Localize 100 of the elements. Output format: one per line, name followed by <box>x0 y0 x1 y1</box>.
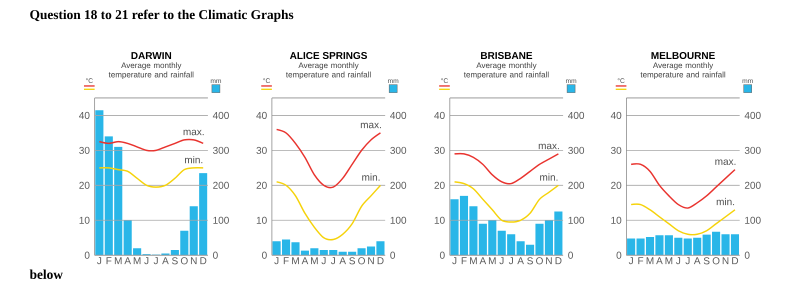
y2-tick-label: 200 <box>390 182 406 189</box>
x-tick-label: A <box>302 257 308 264</box>
x-tick-label: A <box>694 257 701 264</box>
series-label: max. <box>538 144 559 150</box>
y-tick-label: 0 <box>616 252 622 259</box>
x-tick-label: S <box>172 257 178 264</box>
y2-tick-label: 200 <box>568 182 584 189</box>
x-tick-label: M <box>488 257 496 264</box>
y-tick-label: 30 <box>434 146 445 154</box>
chart-subtitle: Average monthly temperature and rainfall <box>286 62 371 80</box>
y-tick-label: 0 <box>84 252 90 259</box>
x-tick-label: A <box>480 257 486 264</box>
y-tick-label: 30 <box>610 146 622 154</box>
x-tick-label: M <box>470 257 477 264</box>
y-tick-label: 0 <box>440 252 445 259</box>
y2-tick-label: 0 <box>568 252 573 259</box>
x-tick-label: D <box>556 257 562 264</box>
x-tick-label: J <box>628 257 633 264</box>
x-tick-label: N <box>546 257 552 264</box>
y2-tick-label: 300 <box>744 146 761 154</box>
x-tick-label: J <box>321 257 326 264</box>
y-tick-label: 20 <box>256 182 267 189</box>
x-tick-label: M <box>114 257 122 264</box>
y-tick-label: 10 <box>611 216 622 224</box>
y2-tick-label: 400 <box>390 112 406 120</box>
x-tick-label: S <box>349 257 356 264</box>
text: below <box>30 270 63 280</box>
x-tick-label: A <box>517 257 524 264</box>
x-tick-label: A <box>656 257 663 264</box>
y-tick-label: 40 <box>434 112 445 120</box>
y2-tick-label: 400 <box>212 112 229 120</box>
x-tick-label: J <box>676 257 680 264</box>
y2-tick-label: 0 <box>390 252 396 259</box>
y2-tick-label: 200 <box>213 182 229 189</box>
y-tick-label: 10 <box>80 216 90 224</box>
x-tick-label: F <box>462 257 467 264</box>
x-tick-label: J <box>97 257 102 264</box>
x-tick-label: N <box>368 257 374 264</box>
y2-tick-label: 100 <box>568 216 584 224</box>
x-tick-label: M <box>666 257 672 264</box>
y2-tick-label: 300 <box>213 146 229 154</box>
x-tick-label: J <box>154 257 158 264</box>
chart-subtitle: Average monthly temperature and rainfall <box>464 62 549 80</box>
y-tick-label: 40 <box>256 112 267 120</box>
y-tick-label: 30 <box>79 146 90 154</box>
x-tick-label: O <box>536 257 543 264</box>
x-tick-label: J <box>508 257 513 264</box>
y2-tick-label: 0 <box>744 252 750 259</box>
x-tick-label: F <box>638 257 644 264</box>
y-tick-label: 20 <box>611 182 622 189</box>
x-tick-label: S <box>704 257 710 264</box>
series-label: max. <box>184 130 204 136</box>
x-tick-label: O <box>180 257 188 264</box>
x-tick-label: J <box>452 257 456 264</box>
x-tick-label: J <box>499 257 504 264</box>
chart-title: DARWIN <box>131 52 172 60</box>
series-label: min. <box>716 198 734 206</box>
x-tick-label: A <box>162 257 169 264</box>
y-tick-label: 20 <box>79 182 90 189</box>
chart-title: BRISBANE <box>481 52 532 60</box>
y-tick-label: 40 <box>79 112 90 120</box>
x-tick-label: M <box>311 257 318 264</box>
x-tick-label: A <box>124 257 131 264</box>
x-tick-label: F <box>106 257 112 264</box>
y2-tick-label: 300 <box>568 146 584 154</box>
x-tick-label: S <box>527 257 533 264</box>
x-tick-label: J <box>330 257 336 264</box>
x-tick-label: N <box>722 257 728 264</box>
y2-tick-label: 100 <box>390 216 406 224</box>
y2-tick-label: 400 <box>744 112 761 120</box>
chart-title: MELBOURNE <box>652 52 715 60</box>
y2-tick-label: 300 <box>390 146 406 154</box>
x-tick-label: J <box>685 257 690 264</box>
y-tick-label: 10 <box>434 216 445 224</box>
y-tick-label: 40 <box>610 112 622 120</box>
chart-subtitle: Average monthly temperature and rainfall <box>108 62 194 80</box>
series-label: max. <box>360 122 381 128</box>
x-tick-label: A <box>339 257 346 264</box>
chart-subtitle: Average monthly temperature and rainfall <box>640 62 726 80</box>
x-tick-label: F <box>284 257 289 264</box>
series-label: min. <box>184 156 202 164</box>
y2-tick-label: 100 <box>213 216 229 224</box>
x-tick-label: O <box>358 257 365 264</box>
y2-tick-label: 200 <box>744 182 761 189</box>
y2-tick-label: 0 <box>213 252 218 259</box>
series-label: min. <box>540 173 558 181</box>
x-tick-label: M <box>292 257 299 264</box>
y-tick-label: 10 <box>256 216 267 224</box>
x-tick-label: D <box>732 257 738 264</box>
y-tick-label: 0 <box>262 252 267 259</box>
x-tick-label: D <box>378 257 384 264</box>
x-tick-label: J <box>274 257 278 264</box>
x-tick-label: J <box>144 257 148 264</box>
x-tick-label: O <box>712 257 720 264</box>
y2-tick-label: 100 <box>745 216 761 224</box>
chart-title: ALICE SPRINGS <box>290 52 368 60</box>
text: Question 18 to 21 refer to the Climatic Graphs <box>30 10 294 22</box>
y-tick-label: 30 <box>256 146 267 154</box>
x-tick-label: M <box>134 257 140 264</box>
series-label: min. <box>362 173 380 181</box>
